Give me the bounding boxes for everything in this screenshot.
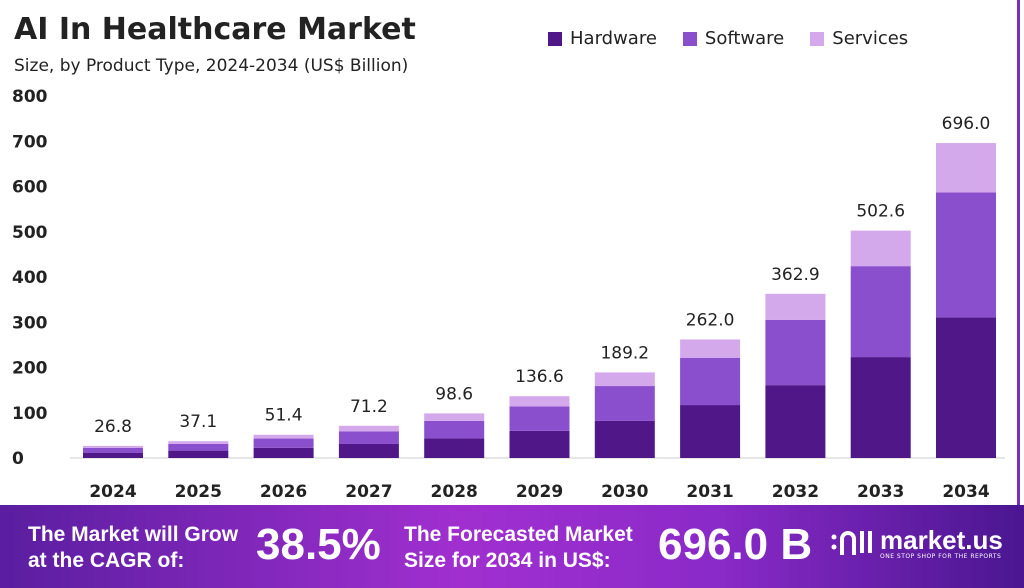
bar-segment-software: [594, 386, 655, 421]
chart-subtitle: Size, by Product Type, 2024-2034 (US$ Bi…: [14, 56, 409, 76]
data-label: 189.2: [600, 343, 649, 363]
bar-segment-software: [424, 420, 485, 439]
forecast-label-line1: The Forecasted Market: [404, 523, 633, 546]
x-tick-label: 2026: [260, 482, 307, 502]
cagr-label: The Market will Grow at the CAGR of:: [28, 522, 238, 574]
bar-segment-hardware: [936, 317, 996, 458]
x-tick-label: 2030: [601, 482, 648, 502]
bar-segment-services: [424, 413, 485, 421]
chart-plot: 0 100 200 300 400 500 600 700 800 26.8 2024 37.1 202…: [12, 87, 1005, 502]
y-tick-label: 0: [12, 449, 24, 469]
y-tick-label: 300: [12, 313, 48, 333]
bar-segment-hardware: [424, 438, 485, 458]
x-tick-label: 2029: [516, 482, 563, 502]
data-label: 362.9: [771, 265, 820, 285]
bar-segment-software: [509, 406, 570, 431]
data-label: 696.0: [942, 114, 991, 134]
bar-segment-services: [168, 441, 229, 444]
bar-segment-services: [680, 339, 741, 358]
bar-segment-services: [253, 434, 314, 439]
legend: Hardware Software Services: [548, 28, 908, 49]
bar-segment-services: [850, 230, 911, 267]
bar-segment-services: [765, 293, 826, 320]
legend-label-hardware: Hardware: [570, 28, 657, 49]
legend-item-software: Software: [682, 28, 785, 49]
y-tick-label: 200: [12, 359, 48, 379]
bar-segment-hardware: [253, 447, 314, 458]
brand-name: market.us: [880, 524, 1003, 555]
x-tick-label: 2033: [857, 482, 904, 502]
forecast-label: The Forecasted Market Size for 2034 in US…: [404, 522, 633, 574]
data-label: 262.0: [686, 310, 735, 330]
y-tick-label: 500: [12, 223, 48, 243]
bar-segment-services: [594, 372, 655, 387]
bar-segment-software: [936, 192, 996, 318]
data-label: 26.8: [94, 417, 132, 437]
bar-segment-hardware: [509, 430, 570, 458]
x-tick-label: 2034: [942, 482, 989, 502]
bar-segment-services: [509, 396, 570, 407]
data-label: 51.4: [265, 406, 303, 426]
bar-segment-software: [83, 447, 143, 453]
bar-segment-hardware: [83, 452, 143, 458]
chart-frame: [1017, 0, 1020, 505]
brand-tagline: ONE STOP SHOP FOR THE REPORTS: [880, 552, 1002, 560]
brand-logo: market.us ONE STOP SHOP FOR THE REPORTS: [830, 525, 1003, 561]
bar-segment-software: [765, 319, 826, 386]
x-tick-label: 2032: [772, 482, 819, 502]
cagr-value: 38.5%: [256, 520, 381, 569]
bar-segment-software: [338, 431, 399, 444]
bar-segment-services: [338, 425, 399, 432]
legend-label-services: Services: [832, 28, 909, 49]
y-tick-label: 600: [12, 178, 48, 198]
bar-segment-software: [168, 443, 229, 451]
data-label: 37.1: [179, 412, 217, 432]
y-tick-label: 400: [12, 268, 48, 288]
market-us-logo-icon: [831, 531, 872, 555]
bar-segment-hardware: [765, 385, 826, 458]
bar-segment-software: [253, 438, 314, 448]
x-tick-label: 2025: [175, 482, 222, 502]
forecast-label-line2: Size for 2034 in US$:: [404, 549, 611, 572]
bar-segment-hardware: [850, 357, 911, 458]
bar-segment-hardware: [680, 405, 741, 458]
x-tick-label: 2027: [345, 482, 392, 502]
legend-swatch-software: [682, 31, 697, 46]
legend-item-hardware: Hardware: [548, 28, 657, 49]
data-label: 71.2: [350, 397, 388, 417]
bar-segment-services: [83, 445, 143, 448]
y-tick-label: 100: [12, 404, 48, 424]
x-tick-label: 2031: [686, 482, 733, 502]
x-tick-label: 2024: [89, 482, 136, 502]
data-label: 502.6: [856, 202, 905, 222]
legend-swatch-services: [810, 31, 825, 46]
cagr-label-line1: The Market will Grow: [28, 523, 239, 546]
bar-segment-software: [680, 357, 741, 406]
chart-title: AI In Healthcare Market: [14, 12, 416, 47]
y-tick-label: 800: [12, 87, 48, 107]
bar-segment-hardware: [594, 420, 655, 458]
bar-segment-software: [850, 266, 911, 358]
bar-segment-hardware: [168, 450, 229, 458]
bar-segment-hardware: [338, 443, 399, 458]
y-tick-label: 700: [12, 132, 48, 152]
data-label: 136.6: [515, 367, 564, 387]
forecast-value: 696.0 B: [658, 520, 813, 569]
cagr-label-line2: at the CAGR of:: [28, 549, 185, 572]
legend-label-software: Software: [704, 28, 785, 49]
data-label: 98.6: [435, 384, 473, 404]
x-tick-label: 2028: [431, 482, 478, 502]
legend-swatch-hardware: [548, 31, 562, 46]
bar-segment-services: [936, 143, 996, 193]
footer-banner: The Market will Grow at the CAGR of: 38.5…: [0, 505, 1024, 588]
legend-item-services: Services: [810, 28, 908, 49]
